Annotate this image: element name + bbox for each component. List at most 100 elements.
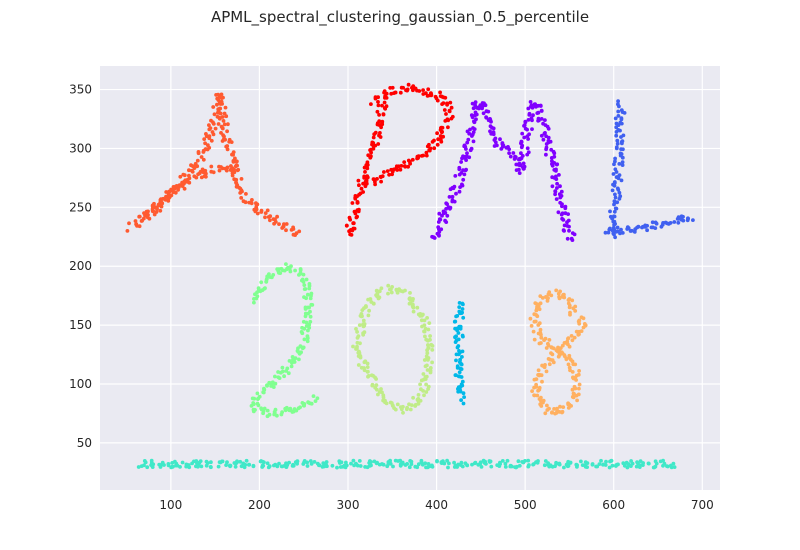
- data-point: [277, 376, 282, 380]
- data-point: [156, 202, 161, 207]
- data-point: [552, 154, 557, 159]
- data-point: [300, 331, 305, 336]
- data-point: [178, 465, 182, 469]
- data-point: [522, 164, 527, 169]
- data-point: [273, 217, 277, 222]
- data-point: [574, 393, 579, 398]
- data-point: [216, 92, 221, 97]
- data-point: [576, 319, 581, 324]
- data-point: [379, 122, 384, 127]
- data-point: [552, 151, 557, 156]
- data-point: [435, 131, 439, 136]
- data-point: [428, 366, 433, 370]
- data-point: [304, 277, 309, 282]
- data-point: [421, 92, 426, 96]
- data-point: [237, 185, 242, 190]
- data-point: [373, 95, 378, 99]
- data-point: [295, 461, 299, 466]
- data-point: [563, 206, 568, 211]
- data-point: [276, 269, 281, 273]
- data-point: [442, 108, 447, 112]
- data-point: [411, 395, 415, 400]
- data-point: [544, 369, 549, 374]
- data-point: [459, 362, 464, 367]
- data-point: [478, 103, 483, 108]
- data-point: [531, 462, 536, 466]
- data-point: [308, 459, 313, 463]
- data-point: [541, 398, 546, 403]
- data-point: [471, 106, 476, 111]
- data-point: [309, 302, 314, 307]
- data-point: [127, 221, 131, 226]
- data-point: [244, 458, 249, 463]
- data-point: [184, 464, 189, 469]
- data-point: [645, 228, 649, 233]
- data-point: [190, 169, 195, 174]
- data-point: [442, 461, 447, 466]
- data-point: [519, 140, 524, 144]
- data-point: [390, 403, 395, 408]
- data-point: [216, 107, 221, 112]
- data-point: [546, 126, 551, 131]
- data-point: [381, 462, 386, 467]
- data-point: [413, 464, 418, 469]
- data-point: [436, 137, 440, 142]
- data-point: [557, 353, 562, 357]
- data-point: [268, 275, 273, 279]
- data-point: [366, 374, 371, 378]
- data-point: [354, 327, 358, 331]
- data-point: [260, 459, 265, 464]
- data-point: [439, 139, 444, 144]
- data-point: [572, 384, 577, 389]
- data-point: [465, 151, 469, 156]
- data-point: [464, 167, 468, 172]
- data-point: [533, 319, 538, 324]
- data-point: [167, 194, 172, 198]
- data-point: [362, 330, 367, 335]
- data-point: [193, 161, 198, 166]
- data-point: [629, 464, 633, 468]
- data-point: [672, 465, 677, 469]
- data-point: [445, 213, 450, 218]
- data-point: [351, 344, 355, 349]
- data-point: [454, 352, 459, 357]
- data-point: [403, 288, 407, 293]
- data-point: [616, 127, 621, 132]
- data-point: [350, 201, 355, 205]
- data-point: [233, 164, 238, 169]
- data-point: [306, 311, 310, 316]
- data-point: [515, 464, 519, 469]
- data-point: [436, 225, 441, 230]
- data-point: [225, 129, 230, 134]
- data-point: [461, 401, 466, 406]
- data-point: [568, 312, 572, 317]
- data-point: [614, 146, 619, 151]
- data-point: [359, 365, 364, 370]
- data-point: [681, 214, 685, 219]
- data-point: [137, 214, 142, 219]
- data-point: [364, 180, 369, 185]
- data-point: [528, 100, 533, 104]
- data-point: [489, 464, 494, 469]
- data-point: [413, 402, 418, 407]
- data-point: [376, 392, 380, 397]
- data-point: [338, 465, 343, 469]
- data-point: [125, 229, 130, 233]
- data-point: [597, 462, 602, 466]
- data-point: [458, 384, 463, 389]
- data-point: [302, 283, 307, 287]
- data-point: [195, 158, 200, 163]
- data-point: [544, 147, 548, 152]
- data-point: [425, 348, 429, 353]
- data-point: [473, 100, 478, 105]
- data-point: [604, 459, 608, 464]
- data-point: [452, 465, 457, 469]
- data-point: [441, 134, 445, 139]
- data-point: [243, 200, 248, 205]
- data-point: [377, 113, 381, 117]
- data-point: [579, 329, 584, 333]
- data-point: [611, 226, 616, 230]
- data-point: [389, 287, 393, 292]
- data-point: [461, 302, 465, 307]
- data-point: [349, 461, 353, 466]
